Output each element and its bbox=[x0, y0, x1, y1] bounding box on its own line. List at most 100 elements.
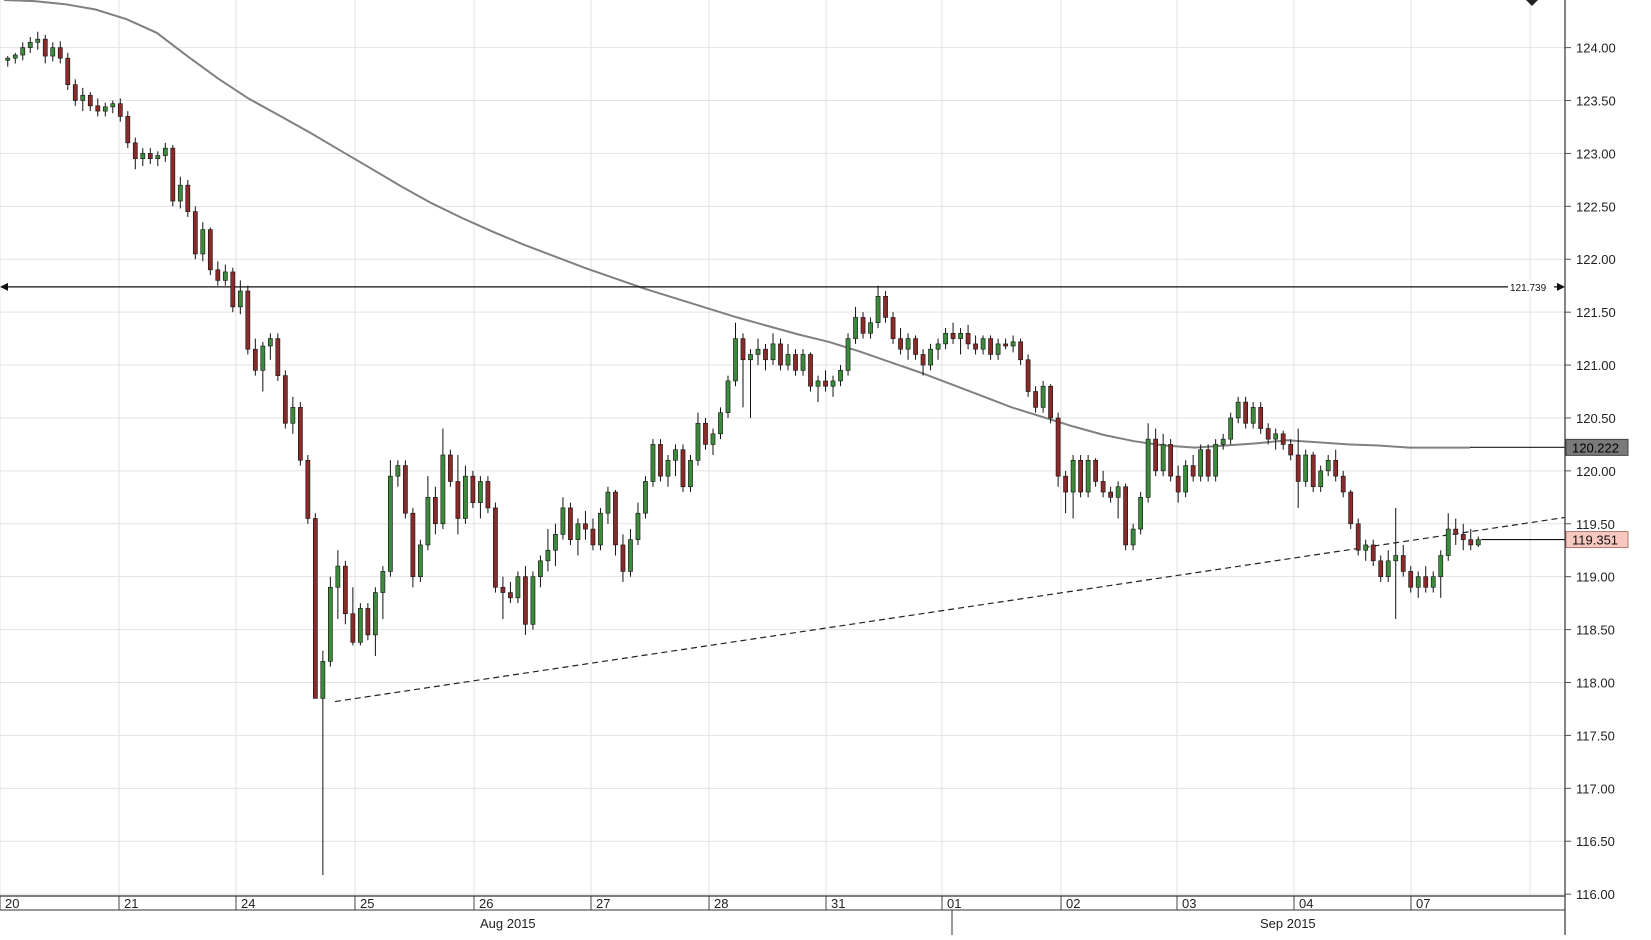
candle bbox=[553, 523, 558, 567]
candle bbox=[110, 100, 116, 114]
candle bbox=[1153, 428, 1159, 477]
candle bbox=[1355, 518, 1361, 556]
candle-body-up bbox=[50, 47, 56, 57]
candle bbox=[1235, 396, 1241, 424]
candle bbox=[1205, 444, 1211, 482]
candle bbox=[470, 470, 476, 508]
candle bbox=[1393, 507, 1399, 620]
candle-body-up bbox=[935, 343, 941, 350]
candle bbox=[343, 560, 348, 625]
candle bbox=[815, 375, 821, 403]
x-day-label: 28 bbox=[714, 896, 728, 911]
candle-body-down bbox=[1453, 528, 1459, 535]
candle bbox=[755, 338, 761, 366]
candle bbox=[1243, 396, 1249, 429]
candle bbox=[335, 550, 341, 620]
trendline bbox=[334, 516, 1566, 703]
candle-body-up bbox=[553, 534, 558, 551]
candle-body-down bbox=[1355, 523, 1361, 551]
candle-body-up bbox=[1228, 417, 1234, 440]
candle bbox=[147, 148, 153, 165]
candle-body-up bbox=[628, 539, 633, 572]
candle-body-up bbox=[1040, 385, 1046, 408]
candle bbox=[72, 79, 78, 106]
candle bbox=[1093, 458, 1098, 487]
y-tick-label: 120.50 bbox=[1576, 411, 1616, 426]
candle-body-down bbox=[215, 269, 221, 281]
candle-body-down bbox=[778, 343, 783, 366]
candle-body-down bbox=[973, 343, 978, 350]
candle bbox=[102, 102, 108, 117]
candle-body-down bbox=[1468, 539, 1474, 546]
candle-body-up bbox=[695, 422, 701, 461]
candle bbox=[935, 338, 941, 360]
arrow-right-icon bbox=[1557, 282, 1565, 291]
candle-body-down bbox=[898, 338, 903, 350]
candle bbox=[590, 518, 596, 551]
candle-body-up bbox=[463, 475, 468, 519]
candle bbox=[1055, 412, 1061, 487]
candle-body-down bbox=[192, 211, 198, 255]
moving-average-line bbox=[3, 0, 1470, 449]
candle-body-up bbox=[1130, 528, 1136, 546]
candle bbox=[170, 144, 176, 207]
candle bbox=[1108, 486, 1113, 503]
candle-body-up bbox=[80, 94, 86, 101]
candle-body-up bbox=[598, 512, 603, 546]
candle bbox=[545, 529, 551, 572]
candle-body-up bbox=[267, 338, 273, 347]
candle bbox=[207, 227, 213, 276]
candle bbox=[1213, 439, 1219, 482]
candle bbox=[222, 264, 228, 286]
candle-body-up bbox=[575, 523, 581, 540]
candle-body-up bbox=[748, 354, 753, 361]
candle-body-down bbox=[282, 375, 288, 424]
candle-body-down bbox=[87, 94, 93, 107]
candle bbox=[20, 42, 26, 61]
candle bbox=[883, 290, 888, 323]
candle-body-down bbox=[703, 422, 708, 445]
candle-body-up bbox=[1363, 544, 1369, 551]
candle bbox=[523, 566, 528, 635]
candle bbox=[350, 587, 356, 646]
y-tick-label: 119.00 bbox=[1576, 570, 1615, 585]
x-month-label: Sep 2015 bbox=[1260, 916, 1316, 931]
candle bbox=[1348, 489, 1354, 530]
candle-body-down bbox=[132, 142, 138, 160]
candle bbox=[1160, 433, 1166, 477]
candle-body-up bbox=[1385, 560, 1391, 577]
candle-body-down bbox=[1408, 571, 1414, 588]
candle bbox=[1018, 338, 1023, 366]
candle bbox=[478, 476, 483, 519]
candle-body-down bbox=[823, 380, 828, 387]
candle bbox=[868, 317, 873, 339]
candle bbox=[658, 439, 663, 482]
candle-body-down bbox=[1003, 343, 1008, 347]
candle bbox=[778, 338, 783, 371]
candle bbox=[1198, 444, 1204, 482]
candle-body-up bbox=[1145, 438, 1151, 498]
candle bbox=[515, 571, 521, 604]
candle bbox=[1415, 571, 1421, 598]
candle bbox=[1100, 470, 1106, 498]
candle bbox=[493, 502, 498, 593]
x-day-label: 21 bbox=[124, 896, 138, 911]
candle bbox=[1430, 571, 1436, 593]
candle bbox=[403, 460, 408, 519]
candle bbox=[388, 460, 393, 577]
candle-body-down bbox=[740, 338, 746, 361]
candle-body-up bbox=[1430, 576, 1436, 588]
candle bbox=[1408, 566, 1414, 593]
candle-body-up bbox=[980, 338, 986, 350]
candle bbox=[538, 555, 543, 588]
candle-body-up bbox=[335, 565, 341, 588]
candle bbox=[560, 497, 566, 540]
candle bbox=[635, 502, 641, 545]
candle bbox=[448, 449, 453, 487]
y-tick-label: 121.50 bbox=[1576, 305, 1616, 320]
candle-body-up bbox=[545, 549, 551, 562]
candle-body-up bbox=[733, 338, 738, 382]
candle-body-down bbox=[1168, 444, 1174, 477]
candle-body-up bbox=[560, 507, 566, 535]
candle bbox=[275, 333, 281, 381]
